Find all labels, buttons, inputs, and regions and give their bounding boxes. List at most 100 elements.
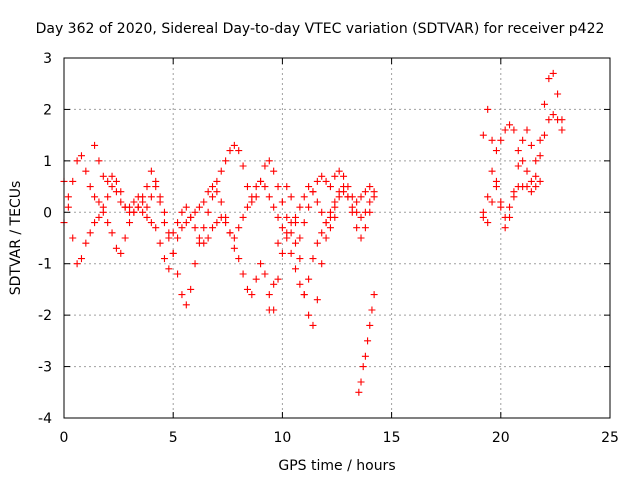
y-tick-label: 3 [43, 51, 52, 67]
data-point [235, 147, 243, 155]
data-point [274, 239, 282, 247]
data-point [261, 183, 269, 191]
data-point [200, 198, 208, 206]
data-point [558, 126, 566, 134]
data-point [501, 126, 509, 134]
data-point [195, 234, 203, 242]
data-point [235, 255, 243, 263]
data-point [335, 167, 343, 175]
data-point [82, 239, 90, 247]
data-point [296, 234, 304, 242]
data-point [200, 224, 208, 232]
data-point [305, 311, 313, 319]
data-point [305, 203, 313, 211]
data-point [169, 229, 177, 237]
data-point [152, 177, 160, 185]
data-point [287, 193, 295, 201]
data-point [187, 285, 195, 293]
y-tick-labels: -4 -3 -2 -1 0 1 2 3 [38, 51, 52, 427]
data-point [368, 306, 376, 314]
data-point [527, 188, 535, 196]
data-point [174, 270, 182, 278]
data-point [366, 321, 374, 329]
data-point [492, 183, 500, 191]
data-point [117, 188, 125, 196]
data-point [108, 172, 116, 180]
data-point [283, 229, 291, 237]
series-trace-g [479, 111, 566, 216]
data-point [77, 255, 85, 263]
data-points [60, 69, 566, 396]
data-point [331, 203, 339, 211]
data-point [248, 291, 256, 299]
data-point [355, 388, 363, 396]
data-point [117, 249, 125, 257]
data-point [331, 172, 339, 180]
data-point [488, 167, 496, 175]
data-point [506, 203, 514, 211]
data-point [243, 203, 251, 211]
x-tick-labels: 0 5 10 15 20 25 [60, 430, 619, 446]
data-point [91, 141, 99, 149]
data-point [514, 147, 522, 155]
y-tick-label: -2 [38, 308, 52, 324]
data-point [257, 260, 265, 268]
data-point [265, 306, 273, 314]
data-point [340, 188, 348, 196]
data-point [134, 203, 142, 211]
data-point [239, 162, 247, 170]
data-point [147, 193, 155, 201]
data-point [313, 296, 321, 304]
data-point [523, 167, 531, 175]
data-point [326, 183, 334, 191]
data-point [174, 219, 182, 227]
chart-title: Day 362 of 2020, Sidereal Day-to-day VTE… [36, 21, 605, 37]
data-point [318, 208, 326, 216]
data-point [292, 239, 300, 247]
data-point [359, 363, 367, 371]
data-point [222, 157, 230, 165]
data-point [296, 280, 304, 288]
data-point [174, 234, 182, 242]
data-point [506, 121, 514, 129]
data-point [248, 193, 256, 201]
data-point [178, 208, 186, 216]
data-point [73, 157, 81, 165]
data-point [545, 116, 553, 124]
data-point [104, 193, 112, 201]
data-point [99, 172, 107, 180]
data-point [261, 270, 269, 278]
data-point [296, 255, 304, 263]
data-point [130, 198, 138, 206]
data-point [139, 208, 147, 216]
data-point [322, 219, 330, 227]
data-point [257, 177, 265, 185]
data-point [283, 213, 291, 221]
data-point [265, 193, 273, 201]
data-point [335, 193, 343, 201]
data-point [261, 162, 269, 170]
data-point [270, 167, 278, 175]
data-point [357, 234, 365, 242]
data-point [213, 219, 221, 227]
data-point [213, 188, 221, 196]
data-point [488, 198, 496, 206]
data-point [300, 219, 308, 227]
data-point [143, 203, 151, 211]
axis-ticks [63, 57, 611, 419]
data-point [160, 255, 168, 263]
data-point [536, 136, 544, 144]
data-point [69, 234, 77, 242]
data-point [152, 224, 160, 232]
data-point [305, 275, 313, 283]
data-point [265, 291, 273, 299]
data-point [95, 157, 103, 165]
data-point [230, 234, 238, 242]
data-point [182, 203, 190, 211]
data-point [243, 183, 251, 191]
data-point [484, 105, 492, 113]
data-point [217, 198, 225, 206]
data-point [523, 126, 531, 134]
data-point [182, 219, 190, 227]
data-point [222, 219, 230, 227]
